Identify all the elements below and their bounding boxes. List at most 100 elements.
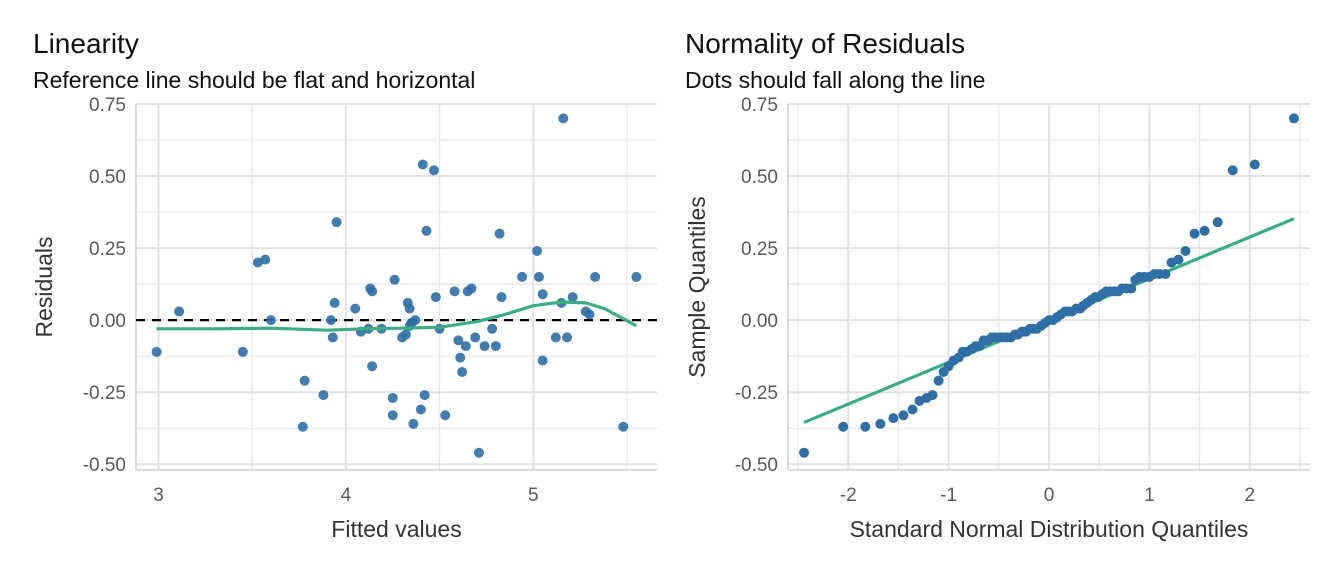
normality-point (875, 418, 886, 429)
linearity-point (297, 421, 308, 432)
linearity-y-tick-label: 0.00 (89, 311, 126, 332)
linearity-point (430, 292, 441, 303)
normality-y-tick-label: -0.25 (735, 383, 778, 404)
linearity-point (367, 361, 378, 372)
linearity-point (584, 309, 595, 320)
linearity-point (400, 329, 411, 340)
linearity-point (331, 217, 342, 228)
linearity-point (457, 367, 468, 378)
normality-plot: -2 -1 0 1 2 -0.50 -0.25 0.00 0.25 0.50 0.75 Standar… (684, 95, 1310, 542)
linearity-point (329, 297, 340, 308)
linearity-point (440, 410, 451, 421)
normality-y-tick-label: 0.75 (741, 95, 778, 116)
linearity-point (327, 332, 338, 343)
linearity-x-axis-label: Fitted values (331, 516, 461, 542)
linearity-point (490, 341, 501, 352)
normality-x-axis-label: Standard Normal Distribution Quantiles (850, 516, 1249, 542)
normality-point (1288, 113, 1299, 124)
linearity-point (408, 418, 419, 429)
normality-x-tick-label: 2 (1244, 485, 1255, 506)
linearity-point (466, 283, 477, 294)
linearity-y-tick-label: 0.75 (89, 95, 126, 116)
normality-point (799, 447, 810, 458)
linearity-point (325, 315, 336, 326)
linearity-y-tick-label: -0.50 (83, 455, 126, 476)
normality-point (888, 413, 899, 424)
linearity-point (618, 421, 629, 432)
linearity-point (449, 286, 460, 297)
normality-x-tick-label: 0 (1044, 485, 1055, 506)
normality-point (1126, 283, 1137, 294)
normality-point (907, 404, 918, 415)
linearity-point (389, 274, 400, 285)
normality-point (898, 410, 909, 421)
linearity-point (496, 292, 507, 303)
normality-point (1189, 228, 1200, 239)
normality-point (1199, 225, 1210, 236)
linearity-point (421, 225, 432, 236)
linearity-point (487, 323, 498, 334)
linearity-x-tick-label: 5 (528, 485, 539, 506)
linearity-smooth-line (156, 300, 638, 332)
linearity-subtitle: Reference line should be flat and horizo… (33, 67, 476, 93)
linearity-point (631, 271, 642, 282)
normality-point (860, 421, 871, 432)
linearity-point (417, 159, 428, 170)
linearity-point (367, 286, 378, 297)
linearity-point (151, 346, 162, 357)
linearity-point (537, 355, 548, 366)
normality-point (1227, 165, 1238, 176)
normality-point (933, 375, 944, 386)
normality-point (1249, 159, 1260, 170)
linearity-point (550, 332, 561, 343)
normality-y-tick-label: 0.25 (741, 239, 778, 260)
linearity-point (470, 332, 481, 343)
linearity-point (473, 447, 484, 458)
linearity-y-axis-label: Residuals (31, 237, 57, 338)
linearity-point (387, 410, 398, 421)
linearity-point (590, 271, 601, 282)
normality-y-axis-label: Sample Quantiles (684, 196, 710, 378)
linearity-point (460, 341, 471, 352)
linearity-point (419, 390, 430, 401)
linearity-point (479, 341, 490, 352)
linearity-y-tick-label: 0.25 (89, 239, 126, 260)
linearity-point (532, 245, 543, 256)
linearity-y-tick-label: -0.25 (83, 383, 126, 404)
linearity-title: Linearity (33, 28, 139, 59)
linearity-point (387, 392, 398, 403)
linearity-point (455, 352, 466, 363)
linearity-point (453, 335, 464, 346)
normality-x-tick-label: -1 (940, 485, 957, 506)
linearity-point (265, 315, 276, 326)
normality-title: Normality of Residuals (685, 28, 966, 59)
normality-point (927, 390, 938, 401)
linearity-point (350, 303, 361, 314)
linearity-point (299, 375, 310, 386)
normality-subtitle: Dots should fall along the line (685, 67, 986, 93)
normality-point (1212, 217, 1223, 228)
linearity-point (318, 390, 329, 401)
linearity-plot: 3 4 5 -0.50 -0.25 0.00 0.25 0.50 0.75 Fitted valu… (31, 95, 657, 542)
linearity-point (567, 292, 578, 303)
linearity-point (428, 165, 439, 176)
linearity-point (404, 303, 415, 314)
normality-point (1180, 245, 1191, 256)
normality-x-tick-label: -2 (840, 485, 857, 506)
normality-point (838, 421, 849, 432)
normality-y-tick-label: -0.50 (735, 455, 778, 476)
linearity-point (415, 404, 426, 415)
linearity-point (252, 257, 263, 268)
linearity-point (260, 254, 271, 265)
normality-point (1173, 254, 1184, 265)
linearity-point (410, 315, 421, 326)
linearity-point (174, 306, 185, 317)
normality-y-tick-label: 0.50 (741, 167, 778, 188)
normality-y-tick-label: 0.00 (741, 311, 778, 332)
normality-point (1160, 269, 1171, 280)
linearity-point (558, 113, 569, 124)
normality-x-tick-label: 1 (1144, 485, 1155, 506)
linearity-y-tick-label: 0.50 (89, 167, 126, 188)
linearity-x-tick-label: 3 (153, 485, 164, 506)
